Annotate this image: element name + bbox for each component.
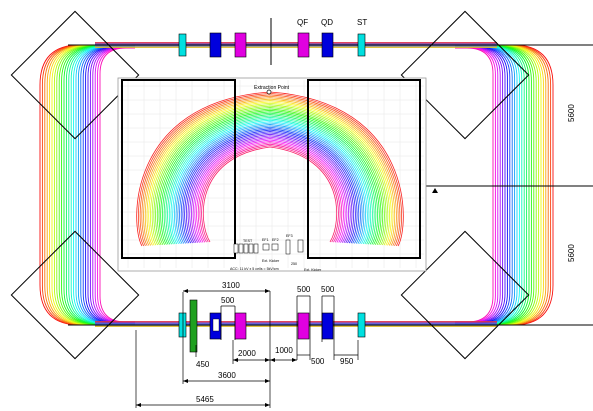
dim-5465-label: 5465 (196, 395, 214, 404)
inset-ef2-label: EF2 (272, 238, 279, 242)
qd-magnet-top-right (321, 32, 334, 58)
inset-acc-label: ACC: 11 kV x 5 cells = 5kV/cm (230, 267, 279, 271)
dim-5600-lower-label: 5600 (567, 244, 576, 262)
qf-magnet-bottom-left (234, 312, 247, 340)
dim-500-label-b: 500 (321, 285, 335, 294)
orbit-bundle-right (455, 44, 554, 326)
dim-500-label-top: 500 (221, 296, 235, 305)
bend-magnet-top-left (10, 10, 140, 140)
dim-5600-upper-label: 5600 (567, 104, 576, 122)
dim-500-label-c: 500 (311, 357, 325, 366)
qd-label: QD (321, 18, 333, 27)
qf-label: QF (297, 18, 308, 27)
bend-magnet-bottom-right (400, 230, 530, 360)
dim-500-label-a: 500 (297, 285, 311, 294)
inset-ef3-label: EF3 (286, 234, 293, 238)
dim-3100-label: 3100 (222, 281, 240, 290)
orbit-bundle-left (39, 44, 135, 326)
inset-box-left (121, 79, 236, 259)
inset-250-label: 250 (291, 262, 297, 266)
bend-magnet-top-right (400, 10, 530, 140)
qf-magnet-top-left (234, 32, 247, 58)
dim-950-label: 950 (340, 357, 354, 366)
beam-bundle-bottom (95, 321, 497, 327)
dim-450-label: 450 (196, 360, 210, 369)
qd-bottom-left-inner (212, 318, 220, 332)
inset-ext-kicker-right-label: Ext. Kicker (304, 268, 322, 272)
bend-magnet-bottom-left (10, 230, 140, 360)
inset-box-right (307, 79, 421, 259)
dim-3600-label: 3600 (218, 371, 236, 380)
qd-magnet-top-left (209, 32, 222, 58)
accelerator-cells (233, 239, 304, 255)
dim-1000-label: 1000 (275, 346, 293, 355)
st-magnet-top-right (357, 33, 366, 57)
dim-2000-label: 2000 (238, 349, 256, 358)
qf-magnet-bottom-right (297, 312, 310, 340)
qf-magnet-top-right (297, 32, 310, 58)
extraction-point-label: Extraction Point (254, 85, 290, 91)
green-kicker-magnet (189, 299, 198, 353)
inset-ext-kicker-label: Ext. Kicker (262, 259, 280, 263)
st-magnet-top-left (178, 33, 187, 57)
dimension-arrows (136, 188, 438, 407)
qd-magnet-bottom-right (321, 312, 334, 340)
inset-test-label: TEST (243, 239, 253, 243)
st-magnet-bottom-right (357, 312, 366, 338)
st-magnet-bottom-left (178, 312, 187, 338)
inset-ef1-label: EF1 (262, 238, 269, 242)
inset-panel: Extraction Point TEST EF1 EF2 EF3 250 Ex… (117, 77, 427, 272)
extraction-point-marker (266, 89, 272, 95)
st-label: ST (357, 18, 367, 27)
